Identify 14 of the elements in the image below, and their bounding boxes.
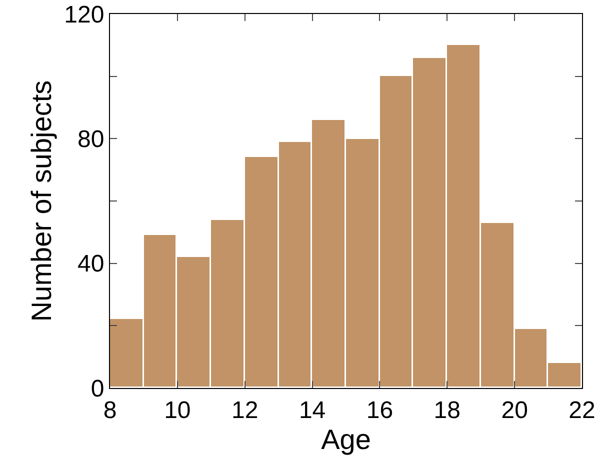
- x-tick-label: 20: [501, 396, 528, 424]
- x-tick-label: 22: [568, 396, 596, 424]
- x-tick-label: 10: [164, 396, 191, 424]
- x-tick-label: 14: [298, 396, 326, 424]
- x-tick-label: 12: [232, 396, 258, 424]
- x-tick-label: 16: [366, 396, 394, 424]
- y-tick-label: 40: [77, 250, 104, 278]
- x-axis-title: Age: [321, 424, 371, 455]
- y-tick-label: 80: [77, 126, 104, 154]
- y-axis-title: Number of subjects: [26, 80, 57, 322]
- y-tick-label: 0: [90, 375, 104, 402]
- x-tick-label: 18: [434, 396, 460, 424]
- x-tick-label: 8: [103, 396, 117, 424]
- y-tick-label: 120: [64, 1, 104, 28]
